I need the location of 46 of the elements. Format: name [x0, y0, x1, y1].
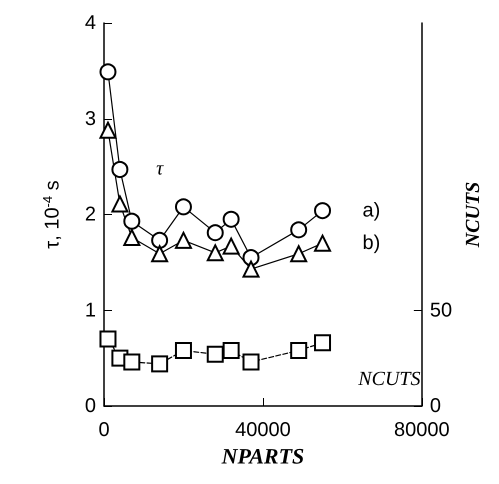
y-tick-label: 4	[84, 12, 96, 34]
point	[99, 122, 116, 139]
point	[174, 342, 192, 359]
point	[290, 221, 308, 238]
point	[123, 353, 140, 370]
point	[242, 260, 260, 278]
point	[123, 228, 140, 246]
point	[290, 342, 308, 359]
point	[174, 198, 192, 216]
point	[222, 238, 240, 255]
point	[111, 161, 128, 178]
y2-tick-label: 50	[430, 299, 452, 322]
point	[314, 334, 332, 352]
point	[314, 202, 332, 220]
point	[314, 234, 332, 252]
y-tick-label: 1	[84, 299, 96, 322]
y-axis-title: τ, 10-4 s	[40, 180, 64, 249]
point	[222, 342, 240, 359]
y2-tick-label: 0	[430, 395, 441, 417]
x-tick-label: 0	[98, 419, 110, 441]
point	[151, 245, 168, 262]
y-tick-label: 3	[84, 108, 96, 130]
point	[174, 232, 192, 249]
point	[222, 210, 240, 228]
point	[111, 195, 128, 212]
x-axis-title: NPARTS	[220, 443, 304, 468]
series-label: a)	[362, 200, 380, 222]
x-tick-label: 80000	[394, 419, 450, 441]
y-tick-label: 2	[84, 204, 96, 226]
point	[151, 232, 168, 249]
point	[99, 330, 116, 348]
point	[206, 346, 224, 363]
annotation: NCUTS	[357, 368, 421, 390]
point	[123, 212, 140, 230]
y-tick-label: 0	[84, 395, 96, 417]
point	[242, 249, 260, 266]
point	[242, 353, 260, 370]
x-tick-label: 40000	[235, 419, 291, 441]
y2-axis-title: NCUTS	[462, 182, 484, 248]
point	[99, 63, 116, 80]
series-label: b)	[362, 232, 380, 254]
point	[206, 244, 224, 262]
annotation: τ	[156, 158, 164, 180]
point	[151, 355, 168, 372]
point	[290, 245, 308, 262]
point	[206, 224, 224, 242]
